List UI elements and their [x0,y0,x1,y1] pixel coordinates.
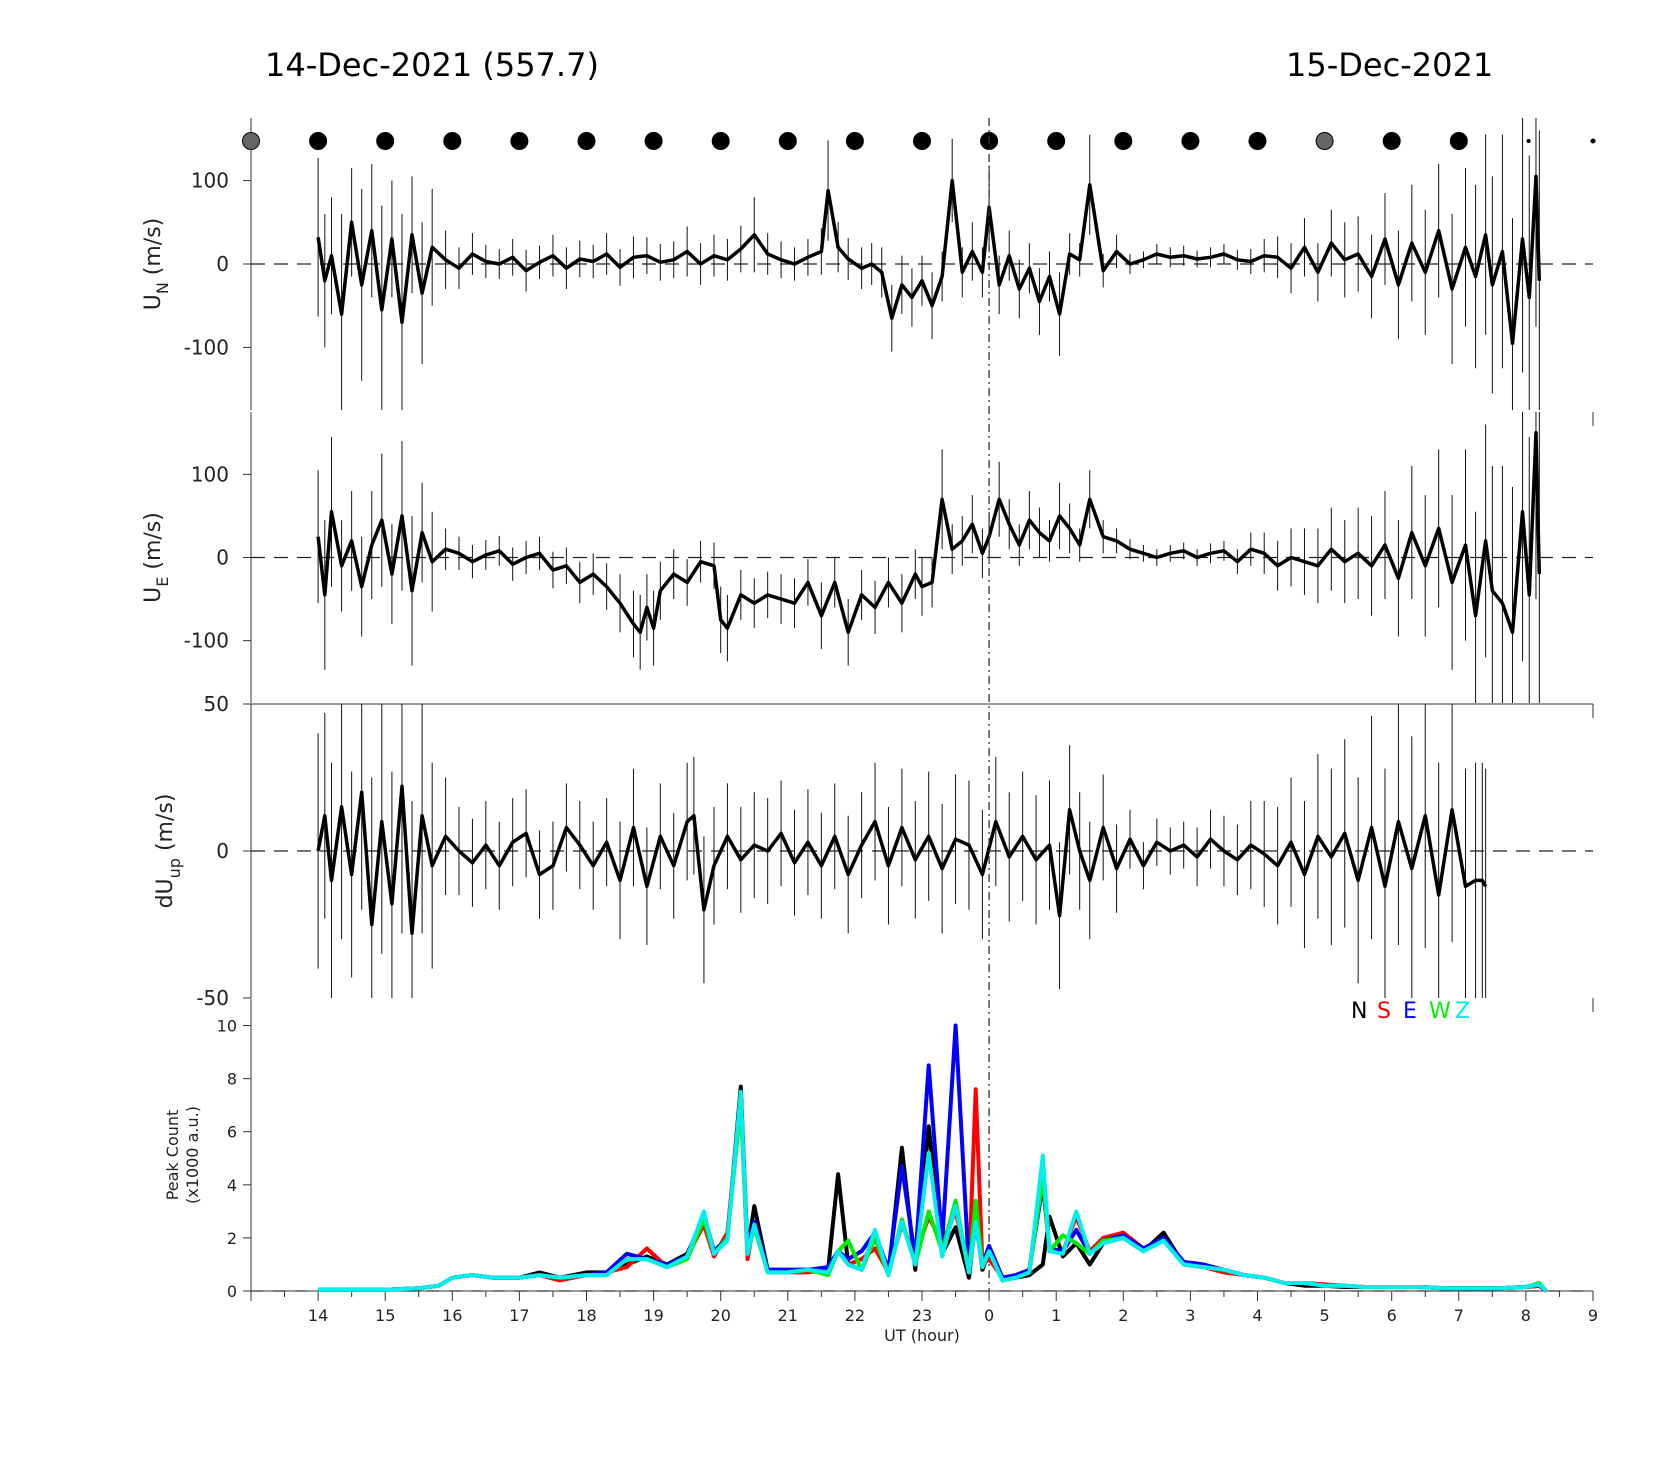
y-axis-label-units: (x1000 a.u.) [183,1106,202,1204]
y-tick-label: 0 [227,1282,237,1301]
x-tick-label: 14 [308,1306,328,1325]
legend-entry-N: N [1351,999,1367,1024]
left-date-title: 14-Dec-2021 (557.7) [265,46,599,84]
y-tick-label: 0 [216,252,229,276]
observation-dot [1114,132,1133,150]
x-tick-label: 18 [576,1306,596,1325]
x-tick-label: 4 [1252,1306,1262,1325]
observation-dot [913,132,931,150]
x-tick-label: 5 [1320,1306,1330,1325]
x-tick-label: 8 [1521,1306,1531,1325]
observation-dot [309,132,328,150]
observation-dot [1047,132,1066,150]
observation-dot [1315,132,1334,150]
y-tick-label: -100 [184,629,229,653]
x-tick-label: 22 [845,1306,865,1325]
observation-dot [510,132,529,150]
east-wind-panel: -100 0 100 UE (m/s) [141,412,1593,703]
series-line-Z [318,1089,1548,1293]
observation-dot [1590,138,1596,144]
x-tick-label: 15 [375,1306,395,1325]
y-tick-label: 0 [216,546,229,570]
y-tick-label: 0 [216,839,229,863]
x-tick-label: 3 [1185,1306,1195,1325]
observation-dot [376,132,395,150]
x-tick-label: 17 [509,1306,529,1325]
y-axis-label: dUup (m/s) [153,794,184,909]
x-tick-label: 19 [643,1306,663,1325]
x-tick-label: 20 [711,1306,731,1325]
series-group [316,118,1542,410]
y-axis-label: Peak Count [163,1110,182,1201]
observation-dot [1526,139,1531,143]
y-tick-label: 8 [227,1070,237,1089]
observation-dot [1181,132,1200,150]
x-tick-label: 23 [912,1306,932,1325]
x-tick-label: 7 [1454,1306,1464,1325]
series-group [318,1023,1548,1293]
wind-series-line [316,784,1488,936]
x-tick-label: 0 [984,1306,994,1325]
observation-dot [845,132,864,150]
series-group [316,704,1488,998]
y-tick-label: 10 [217,1017,237,1036]
wind-series-line [316,174,1542,346]
right-date-title: 15-Dec-2021 [1286,46,1494,84]
y-tick-label: 50 [204,692,229,716]
observation-dot [711,132,730,150]
y-tick-label: 100 [191,169,229,193]
y-tick-label: 4 [227,1176,237,1195]
y-tick-label: 6 [227,1123,237,1142]
observation-dot [443,132,462,150]
legend-entry-S: S [1377,999,1391,1024]
observation-dot [1248,132,1267,150]
y-tick-label: -50 [196,986,229,1010]
north-wind-panel: -100 0 100 UN (m/s) [141,118,1596,410]
observation-dot [778,132,797,150]
observation-dot [577,132,596,150]
x-tick-label: 16 [442,1306,462,1325]
y-tick-label: -100 [184,335,229,359]
x-axis-label: UT (hour) [884,1326,960,1345]
x-tick-label: 1 [1051,1306,1061,1325]
y-axis-label: UE (m/s) [141,512,172,603]
observation-dot [1382,132,1401,150]
legend-entry-E: E [1403,999,1417,1024]
legend-entry-W: W [1429,999,1451,1024]
vertical-wind-panel: -50 0 50 dUup (m/s) [153,118,1594,1291]
x-tick-label: 21 [778,1306,798,1325]
observation-dot [1449,132,1468,150]
observation-dot [644,132,663,150]
legend-entry-Z: Z [1455,999,1470,1024]
series-group [316,412,1542,703]
x-tick-label: 6 [1387,1306,1397,1325]
y-axis-label: UN (m/s) [141,218,172,311]
x-tick-label: 9 [1588,1306,1598,1325]
y-tick-label: 100 [191,462,229,486]
x-tick-label: 2 [1118,1306,1128,1325]
observation-dot [242,132,260,150]
wind-series-line [316,431,1542,635]
y-tick-label: 2 [227,1229,237,1248]
